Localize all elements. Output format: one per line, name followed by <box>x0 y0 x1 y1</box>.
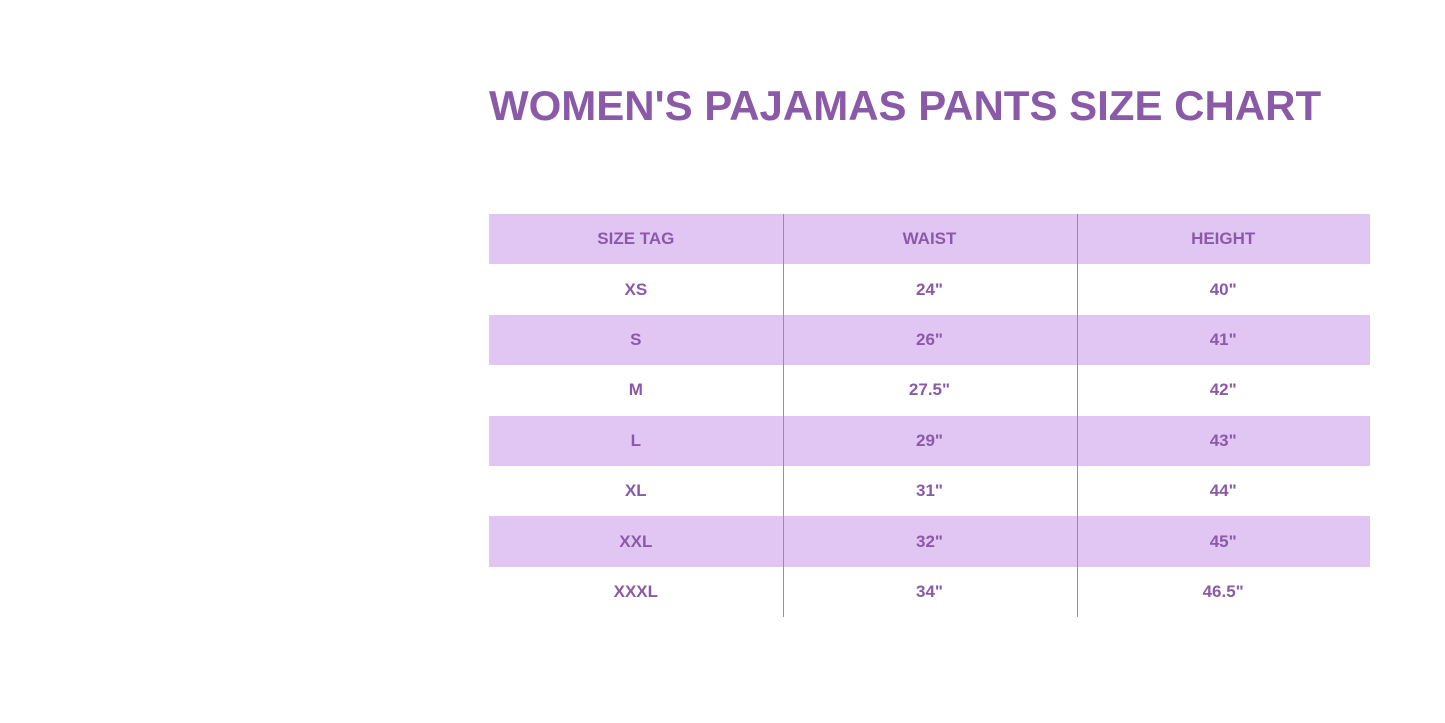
table-header: SIZE TAG WAIST HEIGHT <box>489 214 1370 265</box>
table-row: XS 24" 40" <box>489 264 1370 314</box>
size-cell: L <box>630 430 642 450</box>
table-row: XXL 32" 45" <box>489 516 1370 567</box>
size-cell: XXL <box>619 531 653 551</box>
table-row: M 27.5" 42" <box>489 365 1370 415</box>
waist-cell: 34" <box>916 581 943 601</box>
height-cell: 41" <box>1209 329 1237 349</box>
header-height: HEIGHT <box>1191 229 1256 249</box>
table-row: L 29" 43" <box>489 415 1370 466</box>
table-row: XL 31" 44" <box>489 466 1370 516</box>
size-cell: XL <box>624 481 647 501</box>
size-cell: S <box>630 329 642 349</box>
table-row: XXXL 34" 46.5" <box>489 567 1370 617</box>
column-divider <box>783 214 784 617</box>
header-waist: WAIST <box>902 229 957 249</box>
size-cell: XXXL <box>613 581 659 601</box>
column-divider <box>1077 214 1078 617</box>
table-row: S 26" 41" <box>489 314 1370 366</box>
size-cell: XS <box>624 279 648 299</box>
waist-cell: 24" <box>916 279 943 299</box>
table-body: XS 24" 40" S 26" 41" M 27.5" 42" L 29" 43" XL 31" 44" X… <box>489 264 1370 617</box>
height-cell: 44" <box>1209 481 1237 501</box>
height-cell: 43" <box>1209 430 1237 450</box>
height-cell: 40" <box>1209 279 1237 299</box>
size-table: SIZE TAG WAIST HEIGHT XS 24" 40" S 26" 41" M 27… <box>489 214 1370 617</box>
header-size-tag: SIZE TAG <box>597 229 675 249</box>
waist-cell: 27.5" <box>908 380 951 400</box>
height-cell: 42" <box>1209 380 1237 400</box>
page-title: WOMEN'S PAJAMAS PANTS SIZE CHART <box>489 82 1322 129</box>
waist-cell: 31" <box>916 481 943 501</box>
height-cell: 45" <box>1209 531 1237 551</box>
height-cell: 46.5" <box>1202 581 1244 601</box>
waist-cell: 26" <box>916 329 943 349</box>
waist-cell: 32" <box>916 531 943 551</box>
waist-cell: 29" <box>916 430 943 450</box>
size-cell: M <box>628 380 643 400</box>
